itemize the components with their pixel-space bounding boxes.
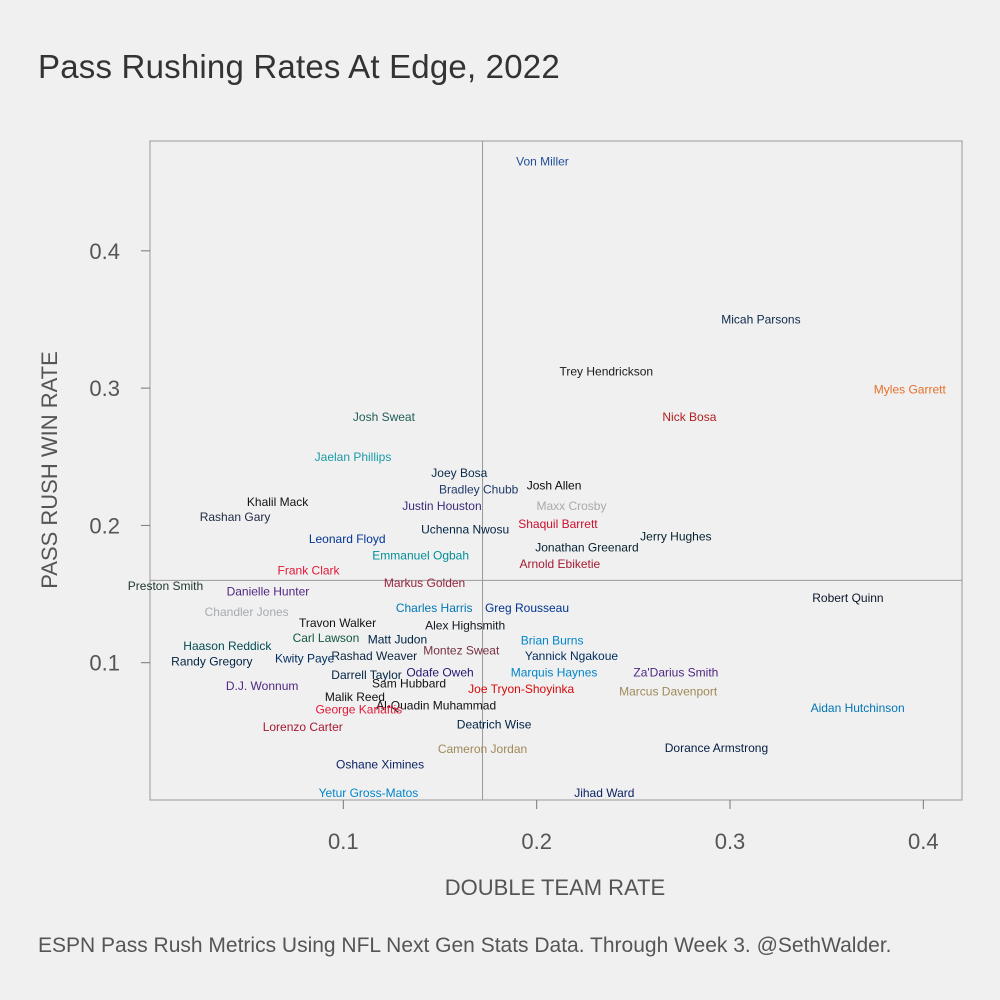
player-label: Preston Smith [128, 579, 203, 593]
player-label: Marquis Haynes [511, 665, 598, 679]
chart-caption: ESPN Pass Rush Metrics Using NFL Next Ge… [38, 934, 892, 957]
player-label: Rashan Gary [200, 510, 271, 524]
x-tick-label: 0.4 [908, 829, 939, 854]
player-label: Travon Walker [299, 616, 376, 630]
player-label: Matt Judon [368, 632, 427, 646]
x-axis-label: DOUBLE TEAM RATE [445, 875, 665, 900]
player-label: Joe Tryon-Shoyinka [468, 682, 574, 696]
player-label: Marcus Davenport [619, 685, 718, 699]
x-tick-label: 0.2 [521, 829, 552, 854]
player-label: Micah Parsons [721, 312, 800, 326]
player-label: Odafe Oweh [406, 665, 473, 679]
player-label: Carl Lawson [293, 631, 360, 645]
player-label: Greg Rousseau [485, 601, 569, 615]
y-axis-label: PASS RUSH WIN RATE [37, 351, 62, 589]
player-label: Alex Highsmith [425, 619, 505, 633]
reference-lines [150, 141, 962, 800]
player-label: Jihad Ward [574, 786, 634, 800]
player-label: Frank Clark [278, 564, 341, 578]
player-label: Yetur Gross-Matos [319, 786, 419, 800]
player-label: Randy Gregory [171, 654, 252, 668]
chart-title: Pass Rushing Rates At Edge, 2022 [38, 48, 560, 85]
player-label: Joey Bosa [431, 466, 487, 480]
player-label: Yannick Ngakoue [525, 649, 618, 663]
x-tick-label: 0.3 [715, 829, 746, 854]
player-label: Justin Houston [402, 499, 481, 513]
player-label: Maxx Crosby [536, 499, 606, 513]
player-label: Nick Bosa [662, 410, 716, 424]
player-label: Jaelan Phillips [315, 450, 392, 464]
player-label: Josh Allen [527, 479, 582, 493]
y-tick-label: 0.1 [89, 651, 120, 676]
player-label: Myles Garrett [874, 382, 947, 396]
y-axis-ticks: 0.1 0.2 0.3 0.4 [89, 239, 150, 676]
player-label: Markus Golden [384, 576, 465, 590]
player-label: Deatrich Wise [457, 717, 532, 731]
player-label: D.J. Wonnum [226, 679, 298, 693]
player-label: Von Miller [516, 155, 569, 169]
player-label: Darrell Taylor [331, 668, 401, 682]
player-label: Bradley Chubb [439, 483, 519, 497]
plot-area [149, 140, 963, 801]
player-label: Arnold Ebiketie [520, 557, 601, 571]
player-label: Rashad Weaver [331, 649, 417, 663]
player-label: Trey Hendrickson [559, 365, 653, 379]
y-tick-label: 0.4 [89, 239, 120, 264]
player-label: Leonard Floyd [309, 532, 386, 546]
player-label: Chandler Jones [205, 605, 289, 619]
player-label: Al-Quadin Muhammad [376, 698, 496, 712]
player-label: Emmanuel Ogbah [372, 549, 469, 563]
player-label: Jerry Hughes [640, 529, 711, 543]
player-label: Shaquil Barrett [518, 517, 598, 531]
player-labels: Von Miller Micah Parsons Trey Hendrickson M… [128, 155, 947, 801]
player-label: Za'Darius Smith [633, 665, 718, 679]
y-tick-label: 0.3 [89, 376, 120, 401]
player-label: Lorenzo Carter [263, 720, 343, 734]
player-label: Sam Hubbard [372, 676, 446, 690]
player-label: Charles Harris [396, 601, 473, 615]
x-axis-ticks: 0.1 0.2 0.3 0.4 [328, 800, 939, 854]
player-label: Uchenna Nwosu [421, 523, 509, 537]
player-label: Haason Reddick [183, 639, 272, 653]
plot-border [149, 140, 963, 801]
y-tick-label: 0.2 [89, 513, 120, 538]
player-label: Aidan Hutchinson [811, 701, 905, 715]
player-label: Oshane Ximines [336, 757, 424, 771]
player-label: Jonathan Greenard [535, 540, 638, 554]
player-label: Montez Sweat [423, 643, 500, 657]
player-label: Danielle Hunter [227, 584, 310, 598]
player-label: George Karlaftis [315, 702, 402, 716]
player-label: Dorance Armstrong [665, 741, 768, 755]
player-label: Kwity Paye [275, 652, 335, 666]
x-tick-label: 0.1 [328, 829, 359, 854]
player-label: Brian Burns [521, 634, 584, 648]
player-label: Robert Quinn [812, 591, 883, 605]
player-label: Cameron Jordan [438, 742, 527, 756]
player-label: Malik Reed [325, 690, 385, 704]
player-label: Josh Sweat [353, 410, 416, 424]
player-label: Khalil Mack [247, 495, 309, 509]
